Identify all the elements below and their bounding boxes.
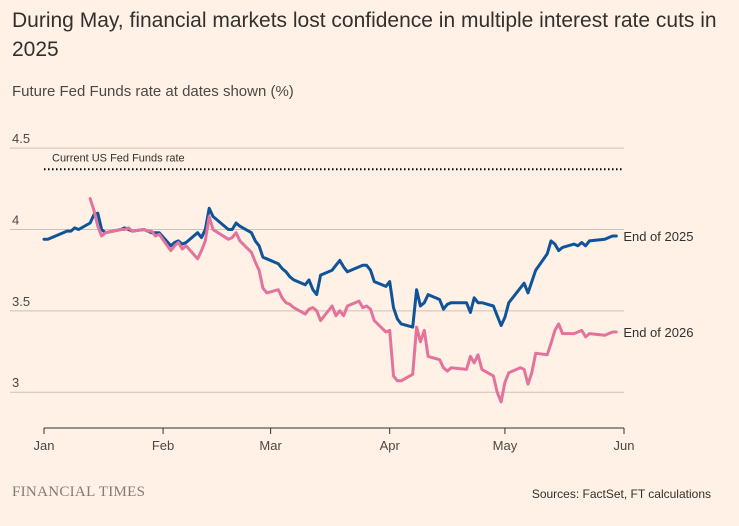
series-label-1: End of 2025 xyxy=(623,229,693,244)
y-tick-label: 3.5 xyxy=(12,294,30,309)
reference-line: Current US Fed Funds rate xyxy=(44,152,624,171)
series-lines xyxy=(42,197,618,404)
gridlines xyxy=(10,147,624,393)
x-tick-label: Jan xyxy=(34,438,55,453)
y-axis: 3 3.5 4 4.5 xyxy=(12,131,30,390)
series-labels: End of 2025 End of 2026 xyxy=(623,229,693,340)
chart-subtitle: Future Fed Funds rate at dates shown (%) xyxy=(12,83,294,100)
x-tick-label: Feb xyxy=(152,438,174,453)
reference-line-label: Current US Fed Funds rate xyxy=(52,152,185,164)
x-tick-label: Apr xyxy=(380,438,401,453)
x-tick-label: Mar xyxy=(259,438,282,453)
ft-brand-logo: FINANCIAL TIMES xyxy=(12,484,146,500)
y-tick-label: 4 xyxy=(12,212,19,227)
x-tick-label: May xyxy=(493,438,518,453)
chart-title: During May, financial markets lost confi… xyxy=(12,9,717,61)
y-tick-label: 3 xyxy=(12,375,19,390)
series-line-2 xyxy=(88,197,618,404)
y-tick-label: 4.5 xyxy=(12,131,30,146)
series-label-2: End of 2026 xyxy=(623,325,693,340)
x-axis: Jan Feb Mar Apr May Jun xyxy=(34,427,635,453)
x-tick-label: Jun xyxy=(614,438,635,453)
source-note: Sources: FactSet, FT calculations xyxy=(531,487,711,501)
